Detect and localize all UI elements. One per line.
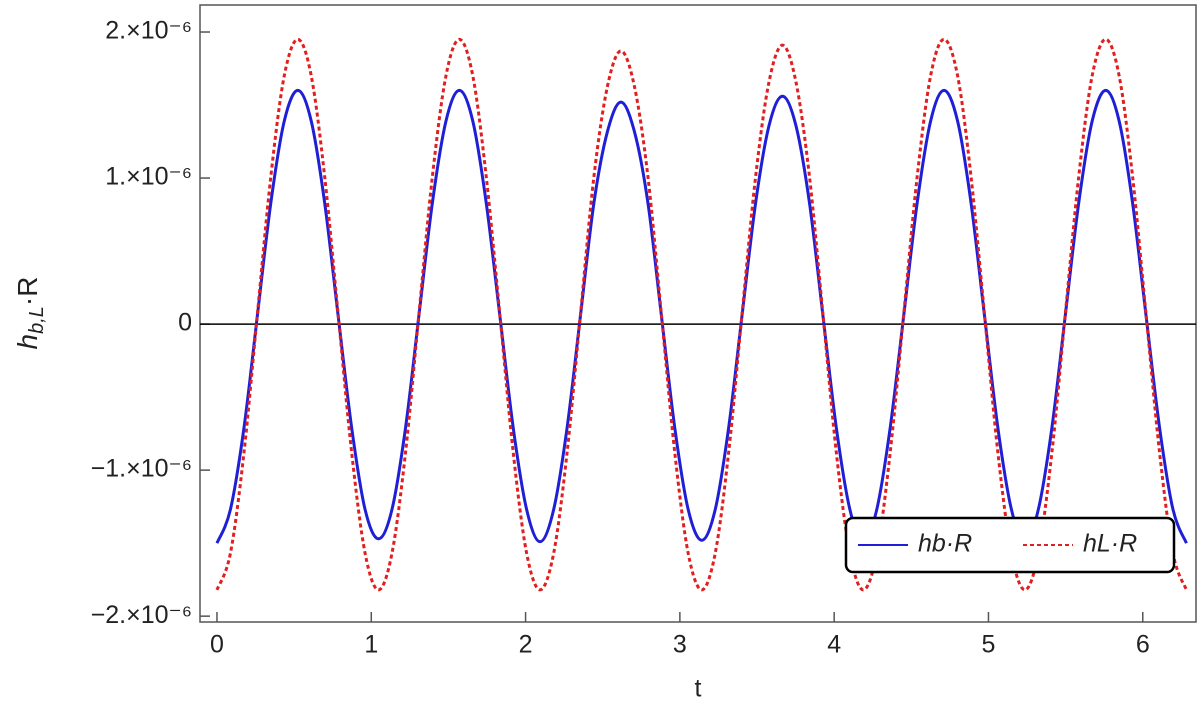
x-axis-label: t [695, 675, 702, 703]
x-tick-label: 6 [1136, 631, 1150, 659]
y-axis-label: hb,L·R [12, 277, 48, 350]
series-line [215, 37, 1188, 592]
y-label-suffix: ·R [12, 277, 43, 307]
x-tick-label: 1 [364, 631, 378, 659]
legend-label: hb·R [918, 530, 972, 558]
y-tick-label: 1.×10⁻⁶ [105, 163, 192, 191]
y-tick-label: −2.×10⁻⁶ [91, 601, 192, 629]
legend-box [844, 516, 1176, 574]
y-tick-label: 0 [178, 309, 192, 337]
y-tick-label: −1.×10⁻⁶ [91, 455, 192, 483]
y-label-subscript: b,L [26, 306, 48, 334]
y-label-base: h [12, 334, 43, 350]
y-tick-label: 2.×10⁻⁶ [105, 17, 192, 45]
x-tick-label: 2 [519, 631, 533, 659]
x-tick-label: 5 [982, 631, 996, 659]
series-line [215, 88, 1188, 544]
x-tick-label: 3 [673, 631, 687, 659]
x-tick-label: 4 [827, 631, 841, 659]
legend-label: hL·R [1083, 530, 1137, 558]
x-tick-label: 0 [210, 631, 224, 659]
plot-frame [199, 4, 1197, 623]
